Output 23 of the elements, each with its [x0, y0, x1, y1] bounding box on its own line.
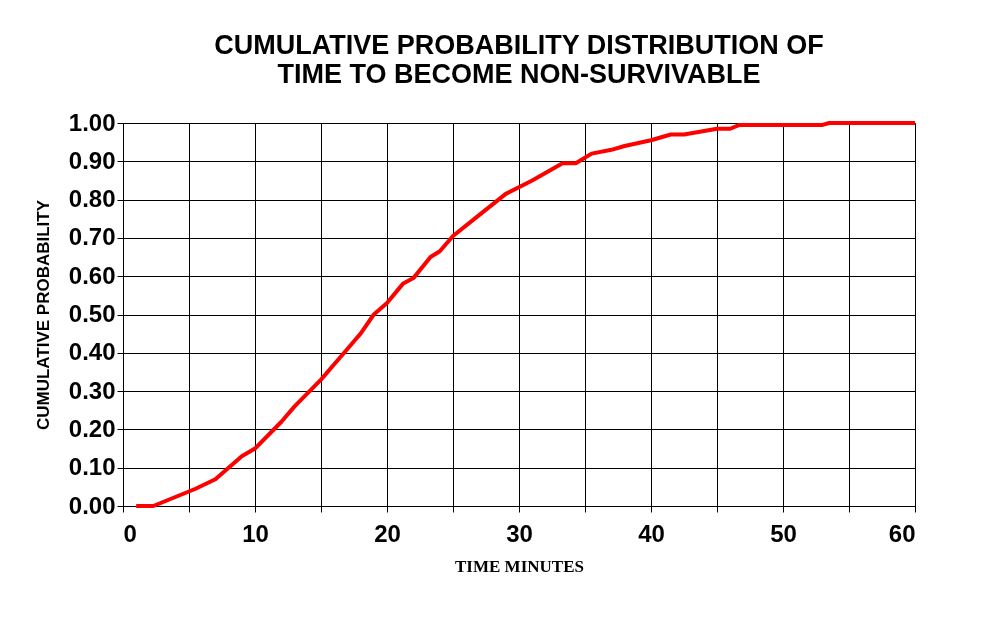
x-tick-label: 10: [242, 519, 269, 547]
x-tick-label: 50: [770, 519, 797, 547]
x-axis-title: TIME MINUTES: [455, 556, 584, 576]
y-tick-label: 0.40: [68, 338, 116, 366]
text: TIME TO BECOME NON-SURVIVABLE: [277, 59, 761, 89]
y-tick-label: 0.60: [68, 261, 116, 289]
x-tick-label: 30: [506, 519, 533, 547]
y-tick-label: 0.50: [68, 300, 116, 327]
y-tick-label: 0.70: [68, 223, 116, 251]
y-tick-label: 0.20: [68, 414, 116, 442]
line-series: [134, 121, 917, 508]
x-tick-label: 40: [638, 519, 665, 547]
y-tick-label: 0.10: [68, 453, 116, 481]
x-tick-label: 0: [123, 519, 137, 547]
y-tick-label: 0.90: [68, 146, 116, 174]
x-tick-label: 20: [374, 519, 401, 547]
y-tick-label: 0.00: [68, 491, 116, 519]
y-tick-label: 0.80: [68, 185, 116, 213]
text: CUMULATIVE PROBABILITY DISTRIBUTION OF: [214, 30, 824, 60]
x-tick-label: 60: [888, 519, 916, 547]
y-axis-title: CUMULATIVE PROBABILITY: [33, 199, 53, 431]
y-tick-label: 1.00: [68, 108, 116, 136]
y-tick-label: 0.30: [68, 376, 116, 404]
